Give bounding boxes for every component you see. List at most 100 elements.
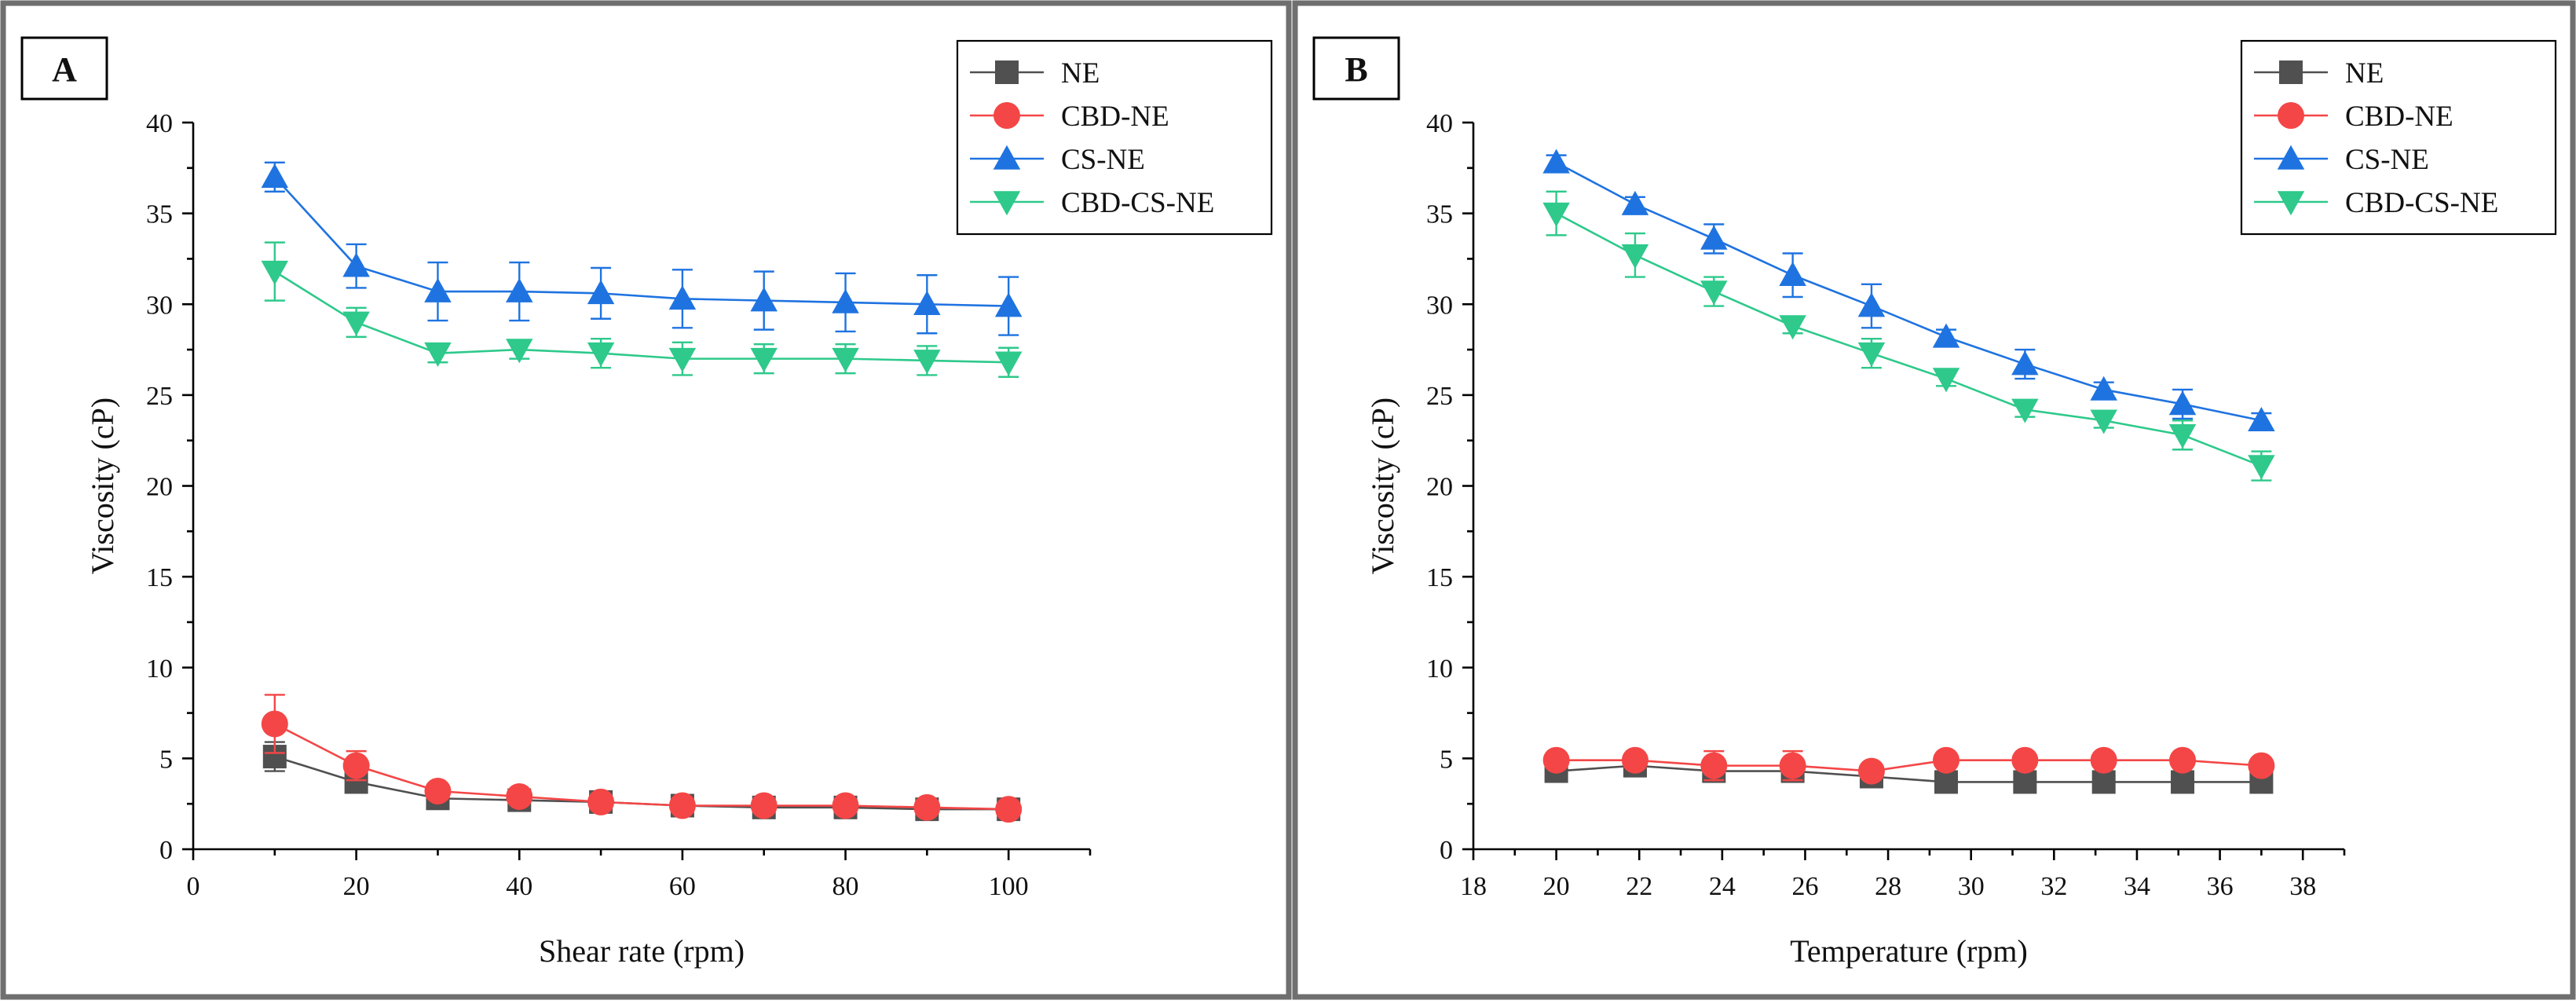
series-line: [273, 176, 1009, 307]
panel-b: B 0 5 10 15 20 25 30 35 40 18 20 22 24 26 28 30 32 34 36 38 T…: [1292, 0, 2576, 1000]
x-tick-label: 0: [187, 872, 200, 901]
panel-label-box: [20, 36, 108, 101]
y-tick-label: 30: [1426, 291, 1453, 320]
y-axis-title: Viscosity (cP): [85, 398, 120, 574]
x-tick-label: 24: [1709, 872, 1736, 901]
y-tick-label: 0: [1440, 836, 1453, 865]
series-line: [274, 723, 1009, 811]
data-point: [832, 288, 859, 313]
x-tick-label: 80: [832, 872, 859, 901]
legend-marker: [993, 145, 1021, 170]
data-point: [750, 792, 778, 819]
data-point: [2090, 376, 2117, 401]
data-point: [913, 291, 941, 316]
data-point: [1932, 368, 1960, 393]
data-point: [2013, 770, 2037, 794]
legend-marker: [993, 102, 1020, 129]
data-point: [424, 778, 452, 804]
data-point: [668, 792, 696, 819]
data-point: [1542, 202, 1570, 227]
series-line: [1556, 764, 2262, 783]
data-point: [2248, 752, 2275, 779]
data-point: [261, 260, 289, 285]
y-tick-label: 25: [1426, 382, 1453, 411]
series-cs-ne: [1542, 148, 2275, 432]
series-line: [1556, 161, 2262, 422]
x-tick-label: 28: [1875, 872, 1901, 901]
data-point: [506, 782, 533, 810]
x-tick-label: 20: [343, 872, 370, 901]
data-point: [424, 277, 452, 302]
y-tick-label: 10: [146, 654, 173, 683]
data-point: [2090, 409, 2117, 434]
panel-a: A 0 5 10 15 20 25 30 35 40 0 20 40 60 80 100 Shear rate …: [0, 0, 1292, 1000]
series-cs-ne: [261, 161, 1023, 336]
y-tick-label: 40: [146, 109, 173, 138]
data-point: [1932, 323, 1960, 348]
legend-marker: [995, 60, 1019, 84]
data-point: [1779, 262, 1806, 287]
x-tick-label: 60: [669, 872, 696, 901]
legend: NE CBD-NE CS-NE CBD-CS-NE: [2240, 39, 2557, 236]
data-point: [913, 793, 941, 821]
data-point: [1933, 746, 1960, 774]
data-point: [424, 342, 452, 367]
series-line: [274, 270, 1009, 364]
series-cbd-cs-ne: [1542, 190, 2275, 482]
data-point: [587, 280, 615, 305]
y-tick-label: 35: [1426, 200, 1453, 229]
data-point: [506, 277, 533, 302]
y-tick-label: 35: [146, 200, 173, 229]
data-point: [668, 285, 697, 310]
data-point: [587, 342, 615, 367]
data-point: [832, 792, 859, 819]
data-point: [2090, 746, 2117, 774]
data-point: [342, 252, 370, 277]
y-tick-label: 5: [1440, 745, 1453, 774]
x-tick-label: 30: [1958, 872, 1985, 901]
data-point: [913, 350, 941, 375]
data-point: [2011, 350, 2039, 376]
legend-label: CBD-CS-NE: [1061, 187, 1214, 219]
data-point: [2168, 423, 2197, 449]
legend-label: CBD-NE: [2345, 101, 2453, 133]
data-point: [506, 339, 533, 364]
legend-label: NE: [1061, 57, 1100, 90]
series-cbd-ne: [261, 694, 1023, 823]
data-point: [1542, 148, 1570, 174]
y-axis-title: Viscosity (cP): [1365, 398, 1400, 574]
x-tick-label: 38: [2289, 872, 2316, 901]
data-point: [994, 351, 1023, 376]
x-tick-label: 36: [2207, 872, 2234, 901]
data-point: [261, 163, 289, 189]
y-tick-label: 5: [159, 745, 173, 774]
data-point: [750, 287, 778, 312]
data-point: [2169, 746, 2197, 774]
data-point: [668, 347, 697, 372]
x-tick-label: 40: [506, 872, 532, 901]
data-point: [2011, 398, 2039, 423]
legend-label: CS-NE: [1061, 144, 1145, 176]
x-axis-title: Shear rate (rpm): [539, 933, 745, 969]
panel-label-box: [1312, 36, 1400, 101]
legend-label: NE: [2345, 57, 2384, 90]
data-point: [995, 796, 1023, 823]
data-point: [261, 710, 288, 738]
legend-marker: [2277, 145, 2305, 170]
series-line: [1556, 212, 2262, 467]
legend-label: CS-NE: [2345, 144, 2429, 176]
y-tick-label: 15: [1426, 563, 1453, 592]
data-point: [342, 311, 370, 336]
data-point: [1779, 315, 1806, 340]
data-point: [2171, 770, 2195, 794]
data-point: [1857, 757, 1885, 785]
data-point: [1700, 225, 1728, 250]
y-tick-label: 30: [146, 291, 173, 320]
series-line: [1556, 759, 2262, 772]
legend-marker: [2278, 102, 2304, 129]
x-tick-label: 22: [1626, 872, 1652, 901]
data-point: [342, 752, 370, 779]
legend-marker: [2279, 60, 2303, 84]
y-tick-label: 40: [1426, 109, 1453, 138]
